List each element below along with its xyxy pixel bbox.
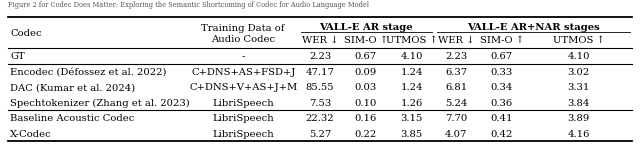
Text: 0.36: 0.36 xyxy=(491,99,513,108)
Text: 47.17: 47.17 xyxy=(305,68,335,77)
Text: 0.03: 0.03 xyxy=(355,83,377,92)
Text: 7.70: 7.70 xyxy=(445,114,467,123)
Text: 4.10: 4.10 xyxy=(400,52,423,61)
Text: 2.23: 2.23 xyxy=(309,52,331,61)
Text: Spechtokenizer (Zhang et al. 2023): Spechtokenizer (Zhang et al. 2023) xyxy=(10,99,190,108)
Text: 2.23: 2.23 xyxy=(445,52,467,61)
Text: 7.53: 7.53 xyxy=(309,99,331,108)
Text: 3.15: 3.15 xyxy=(401,114,422,123)
Text: X-Codec: X-Codec xyxy=(10,130,52,139)
Text: 85.55: 85.55 xyxy=(306,83,334,92)
Text: 3.89: 3.89 xyxy=(568,114,589,123)
Text: 4.10: 4.10 xyxy=(567,52,590,61)
Text: 0.42: 0.42 xyxy=(491,130,513,139)
Text: 3.31: 3.31 xyxy=(568,83,589,92)
Text: SIM-O ↑: SIM-O ↑ xyxy=(344,36,388,45)
Text: 6.37: 6.37 xyxy=(445,68,467,77)
Text: VALL-E AR+NAR stages: VALL-E AR+NAR stages xyxy=(467,23,600,32)
Text: 6.81: 6.81 xyxy=(445,83,467,92)
Text: UTMOS ↑: UTMOS ↑ xyxy=(385,36,438,45)
Text: 5.27: 5.27 xyxy=(309,130,331,139)
Text: Encodec (Défossez et al. 2022): Encodec (Défossez et al. 2022) xyxy=(10,68,167,77)
Text: WER ↓: WER ↓ xyxy=(438,36,475,45)
Text: 1.26: 1.26 xyxy=(401,99,422,108)
Text: LibriSpeech: LibriSpeech xyxy=(212,114,274,123)
Text: 0.41: 0.41 xyxy=(490,114,513,123)
Text: 3.85: 3.85 xyxy=(401,130,422,139)
Text: WER ↓: WER ↓ xyxy=(301,36,339,45)
Text: 0.09: 0.09 xyxy=(355,68,377,77)
Text: 0.10: 0.10 xyxy=(355,99,377,108)
Text: 0.22: 0.22 xyxy=(355,130,377,139)
Text: Figure 2 for Codec Does Matter: Exploring the Semantic Shortcoming of Codec for : Figure 2 for Codec Does Matter: Explorin… xyxy=(8,1,369,9)
Text: Codec: Codec xyxy=(10,29,42,38)
Text: 0.34: 0.34 xyxy=(491,83,513,92)
Text: 0.67: 0.67 xyxy=(355,52,377,61)
Text: 1.24: 1.24 xyxy=(400,68,423,77)
Text: 22.32: 22.32 xyxy=(306,114,334,123)
Text: DAC (Kumar et al. 2024): DAC (Kumar et al. 2024) xyxy=(10,83,136,92)
Text: 1.24: 1.24 xyxy=(400,83,423,92)
Text: -: - xyxy=(241,52,245,61)
Text: LibriSpeech: LibriSpeech xyxy=(212,130,274,139)
Text: 5.24: 5.24 xyxy=(445,99,467,108)
Text: 0.67: 0.67 xyxy=(491,52,513,61)
Text: Baseline Acoustic Codec: Baseline Acoustic Codec xyxy=(10,114,134,123)
Text: GT: GT xyxy=(10,52,25,61)
Text: 3.84: 3.84 xyxy=(568,99,589,108)
Text: SIM-O ↑: SIM-O ↑ xyxy=(480,36,524,45)
Text: VALL-E AR stage: VALL-E AR stage xyxy=(319,23,413,32)
Text: Training Data of
Audio Codec: Training Data of Audio Codec xyxy=(202,23,285,44)
Text: 0.33: 0.33 xyxy=(491,68,513,77)
Text: 0.16: 0.16 xyxy=(355,114,377,123)
Text: 3.02: 3.02 xyxy=(568,68,589,77)
Text: C+DNS+V+AS+J+M: C+DNS+V+AS+J+M xyxy=(189,83,298,92)
Text: UTMOS ↑: UTMOS ↑ xyxy=(552,36,605,45)
Text: LibriSpeech: LibriSpeech xyxy=(212,99,274,108)
Text: 4.16: 4.16 xyxy=(568,130,589,139)
Text: C+DNS+AS+FSD+J: C+DNS+AS+FSD+J xyxy=(191,68,296,77)
Text: 4.07: 4.07 xyxy=(445,130,467,139)
